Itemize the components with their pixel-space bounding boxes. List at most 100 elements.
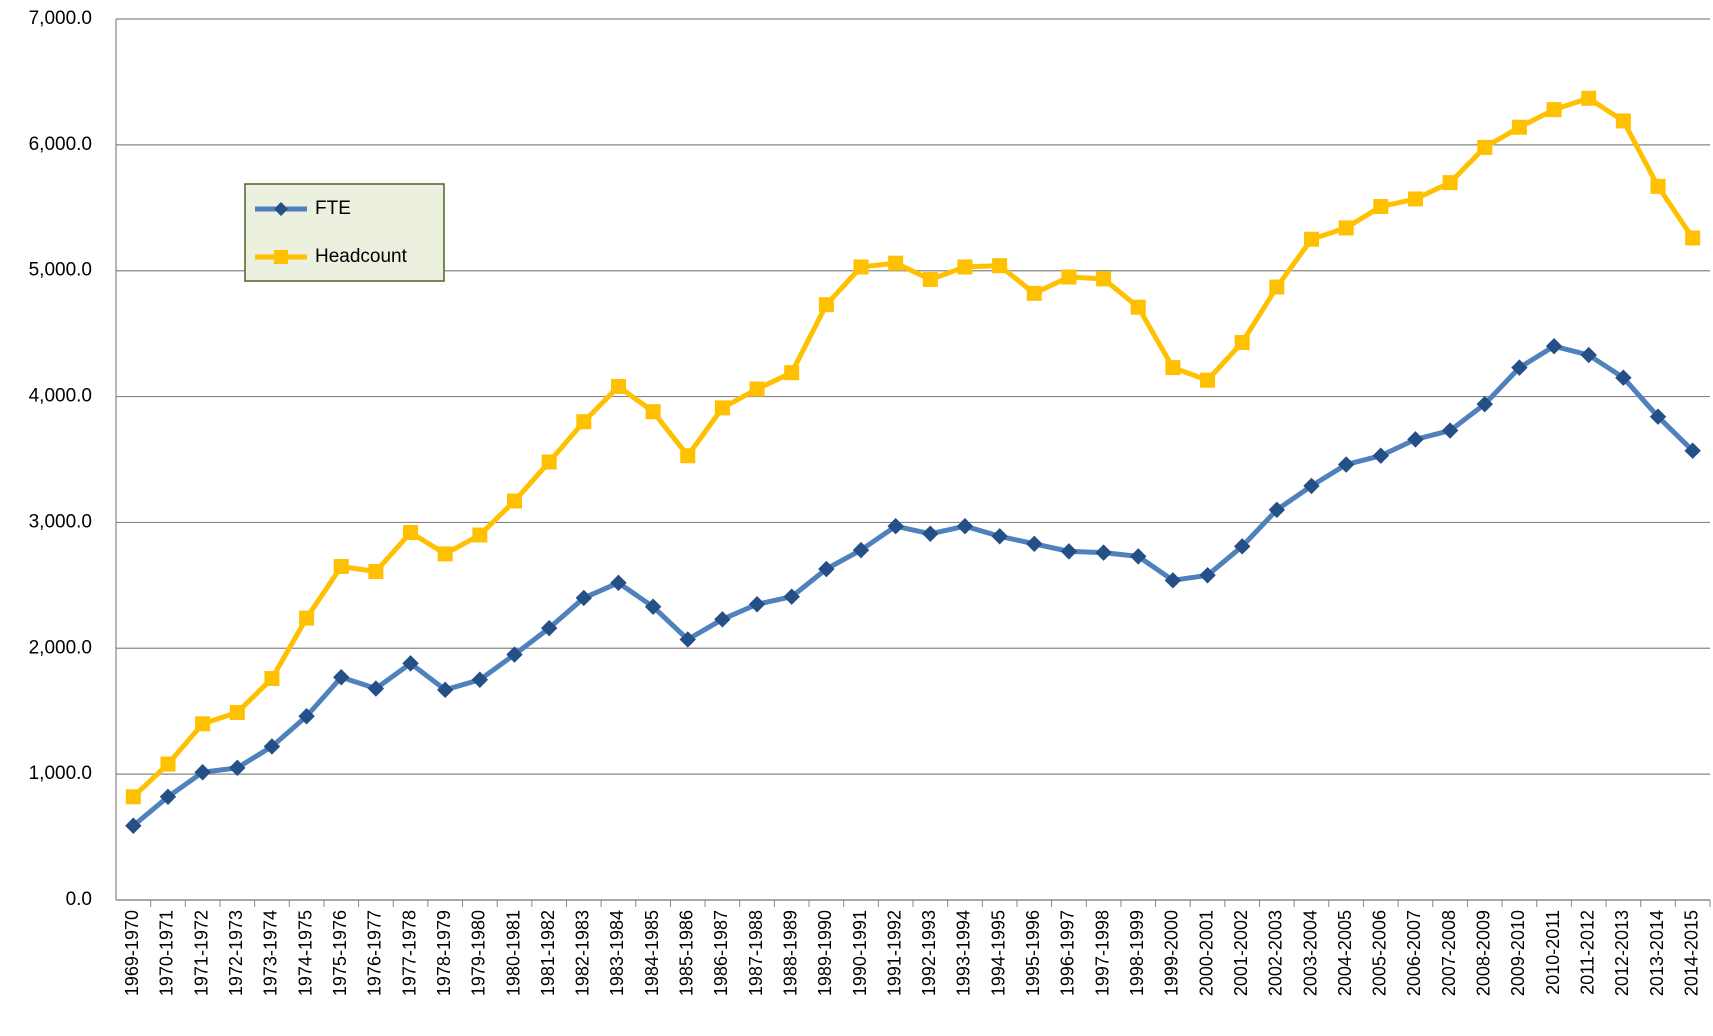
data-marker bbox=[472, 527, 488, 543]
data-marker bbox=[679, 631, 696, 648]
data-marker bbox=[402, 655, 419, 672]
data-marker bbox=[1026, 535, 1043, 553]
data-marker bbox=[818, 297, 834, 313]
x-tick-label: 1980-1981 bbox=[503, 910, 523, 996]
x-tick-label: 1973-1974 bbox=[261, 910, 281, 996]
data-marker bbox=[1303, 477, 1320, 495]
data-marker bbox=[403, 524, 419, 540]
x-tick-label: 2011-2012 bbox=[1577, 910, 1597, 995]
x-tick-label: 2008-2009 bbox=[1474, 910, 1494, 996]
data-marker bbox=[888, 255, 904, 271]
y-tick-label: 2,000.0 bbox=[29, 637, 92, 658]
x-tick-label: 1991-1992 bbox=[884, 910, 904, 996]
legend-symbol bbox=[274, 202, 288, 216]
data-marker bbox=[1337, 456, 1355, 473]
x-tick-label: 2013-2014 bbox=[1647, 910, 1667, 996]
data-marker bbox=[1373, 199, 1389, 215]
data-marker bbox=[299, 610, 315, 626]
x-tick-label: 1974-1975 bbox=[295, 910, 315, 996]
data-marker bbox=[1372, 447, 1390, 464]
series-line bbox=[131, 95, 1695, 799]
x-tick-label: 1984-1985 bbox=[642, 910, 662, 996]
data-marker bbox=[1164, 572, 1182, 589]
x-tick-label: 2000-2001 bbox=[1196, 910, 1216, 996]
series bbox=[125, 90, 1701, 805]
x-tick-label: 1983-1984 bbox=[607, 910, 627, 996]
data-marker bbox=[125, 817, 142, 834]
legend-box bbox=[244, 183, 445, 282]
data-marker bbox=[783, 588, 800, 605]
y-tick-label: 3,000.0 bbox=[29, 511, 92, 532]
data-marker bbox=[749, 381, 765, 397]
data-marker bbox=[540, 619, 558, 637]
x-tick-label: 1969-1970 bbox=[122, 910, 142, 996]
data-marker bbox=[1165, 360, 1181, 376]
data-marker bbox=[1581, 90, 1597, 106]
y-tick-label: 6,000.0 bbox=[29, 134, 92, 155]
data-marker bbox=[645, 404, 661, 420]
x-tick-label: 1997-1998 bbox=[1092, 910, 1112, 996]
data-marker bbox=[1441, 422, 1459, 439]
data-marker bbox=[1200, 372, 1216, 388]
data-marker bbox=[437, 546, 453, 562]
data-marker bbox=[125, 789, 141, 805]
x-tick-label: 1978-1979 bbox=[434, 910, 454, 996]
x-tick-label: 1982-1983 bbox=[573, 910, 593, 996]
data-marker bbox=[1580, 346, 1597, 364]
data-marker bbox=[1095, 544, 1112, 561]
data-marker bbox=[333, 558, 349, 574]
data-marker bbox=[1199, 567, 1216, 584]
data-marker bbox=[714, 400, 730, 416]
x-tick-label: 2001-2002 bbox=[1231, 910, 1251, 996]
data-marker bbox=[1650, 178, 1666, 194]
data-marker bbox=[1511, 359, 1528, 376]
legend-label: FTE bbox=[315, 198, 351, 219]
data-marker bbox=[1026, 285, 1042, 301]
data-marker bbox=[1511, 119, 1527, 135]
x-tick-label: 1988-1989 bbox=[780, 910, 800, 996]
data-marker bbox=[922, 525, 939, 542]
x-tick-label: 2004-2005 bbox=[1335, 910, 1355, 996]
data-marker bbox=[852, 541, 870, 559]
y-tick-label: 0.0 bbox=[66, 889, 92, 910]
data-marker bbox=[368, 564, 384, 580]
x-tick-label: 2002-2003 bbox=[1266, 910, 1286, 996]
x-tick-label: 1979-1980 bbox=[469, 910, 489, 996]
x-tick-label: 1993-1994 bbox=[954, 910, 974, 996]
data-marker bbox=[194, 764, 211, 781]
x-tick-label: 2003-2004 bbox=[1300, 910, 1320, 996]
data-marker bbox=[1649, 408, 1667, 425]
data-marker bbox=[160, 756, 176, 772]
y-tick-label: 7,000.0 bbox=[29, 8, 92, 29]
data-marker bbox=[1234, 334, 1250, 350]
y-tick-label: 5,000.0 bbox=[29, 260, 92, 281]
data-marker bbox=[610, 574, 627, 592]
x-tick-label: 2012-2013 bbox=[1612, 910, 1632, 996]
data-marker bbox=[1545, 338, 1563, 355]
data-marker bbox=[263, 738, 281, 755]
data-marker bbox=[956, 517, 974, 535]
x-tick-label: 1976-1977 bbox=[365, 910, 385, 996]
data-marker bbox=[1442, 175, 1458, 191]
x-tick-label: 1985-1986 bbox=[677, 910, 697, 996]
data-marker bbox=[1685, 230, 1701, 246]
data-marker bbox=[991, 528, 1008, 545]
x-tick-label: 2014-2015 bbox=[1681, 910, 1701, 996]
legend-marker bbox=[274, 202, 288, 216]
data-marker bbox=[887, 517, 904, 535]
data-marker bbox=[541, 454, 557, 470]
x-tick-label: 1986-1987 bbox=[711, 910, 731, 996]
data-marker bbox=[748, 596, 766, 613]
x-tick-label: 2005-2006 bbox=[1370, 910, 1390, 996]
data-marker bbox=[1615, 369, 1632, 386]
x-tick-label: 1971-1972 bbox=[191, 910, 211, 996]
data-marker bbox=[1684, 442, 1701, 459]
data-marker bbox=[1407, 191, 1423, 207]
data-marker bbox=[1338, 220, 1354, 236]
data-marker bbox=[575, 589, 593, 607]
x-tick-label: 1994-1995 bbox=[988, 910, 1008, 996]
data-marker bbox=[471, 671, 489, 688]
data-marker bbox=[610, 379, 626, 395]
data-marker bbox=[195, 716, 211, 732]
data-marker bbox=[367, 680, 385, 697]
